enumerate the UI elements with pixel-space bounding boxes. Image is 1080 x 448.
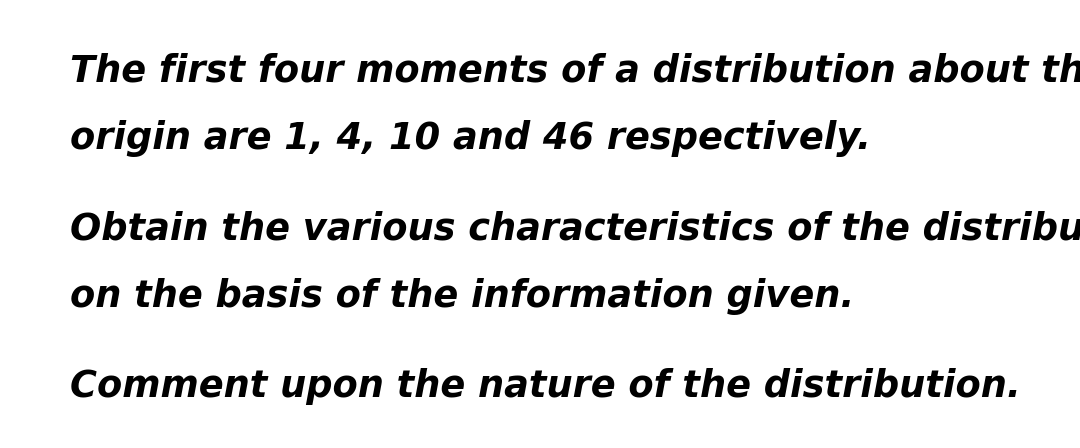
Text: origin are 1, 4, 10 and 46 respectively.: origin are 1, 4, 10 and 46 respectively. — [70, 120, 870, 157]
Text: Comment upon the nature of the distribution.: Comment upon the nature of the distribut… — [70, 368, 1021, 405]
Text: Obtain the various characteristics of the distribution: Obtain the various characteristics of th… — [70, 210, 1080, 247]
Text: on the basis of the information given.: on the basis of the information given. — [70, 278, 854, 315]
Text: The first four moments of a distribution about the: The first four moments of a distribution… — [70, 52, 1080, 89]
